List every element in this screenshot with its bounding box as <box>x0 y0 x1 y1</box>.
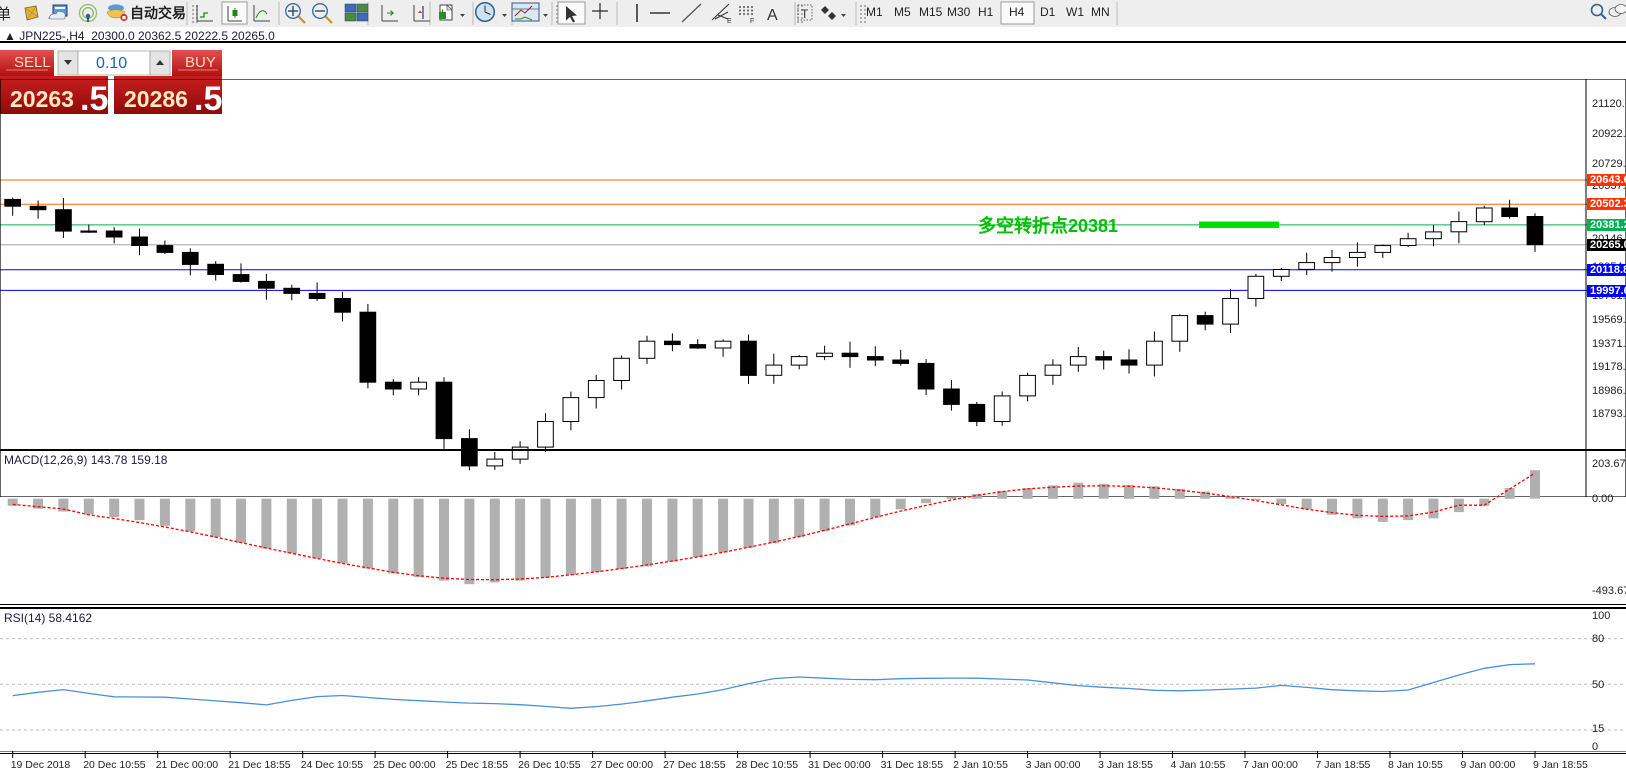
svg-text:BUY: BUY <box>185 54 216 71</box>
svg-text:SELL: SELL <box>14 54 51 71</box>
svg-text:A: A <box>767 7 778 24</box>
svg-text:E: E <box>727 18 732 25</box>
svg-text:0.10: 0.10 <box>96 55 127 72</box>
svg-text:F: F <box>750 18 754 25</box>
svg-text:T: T <box>801 7 809 21</box>
